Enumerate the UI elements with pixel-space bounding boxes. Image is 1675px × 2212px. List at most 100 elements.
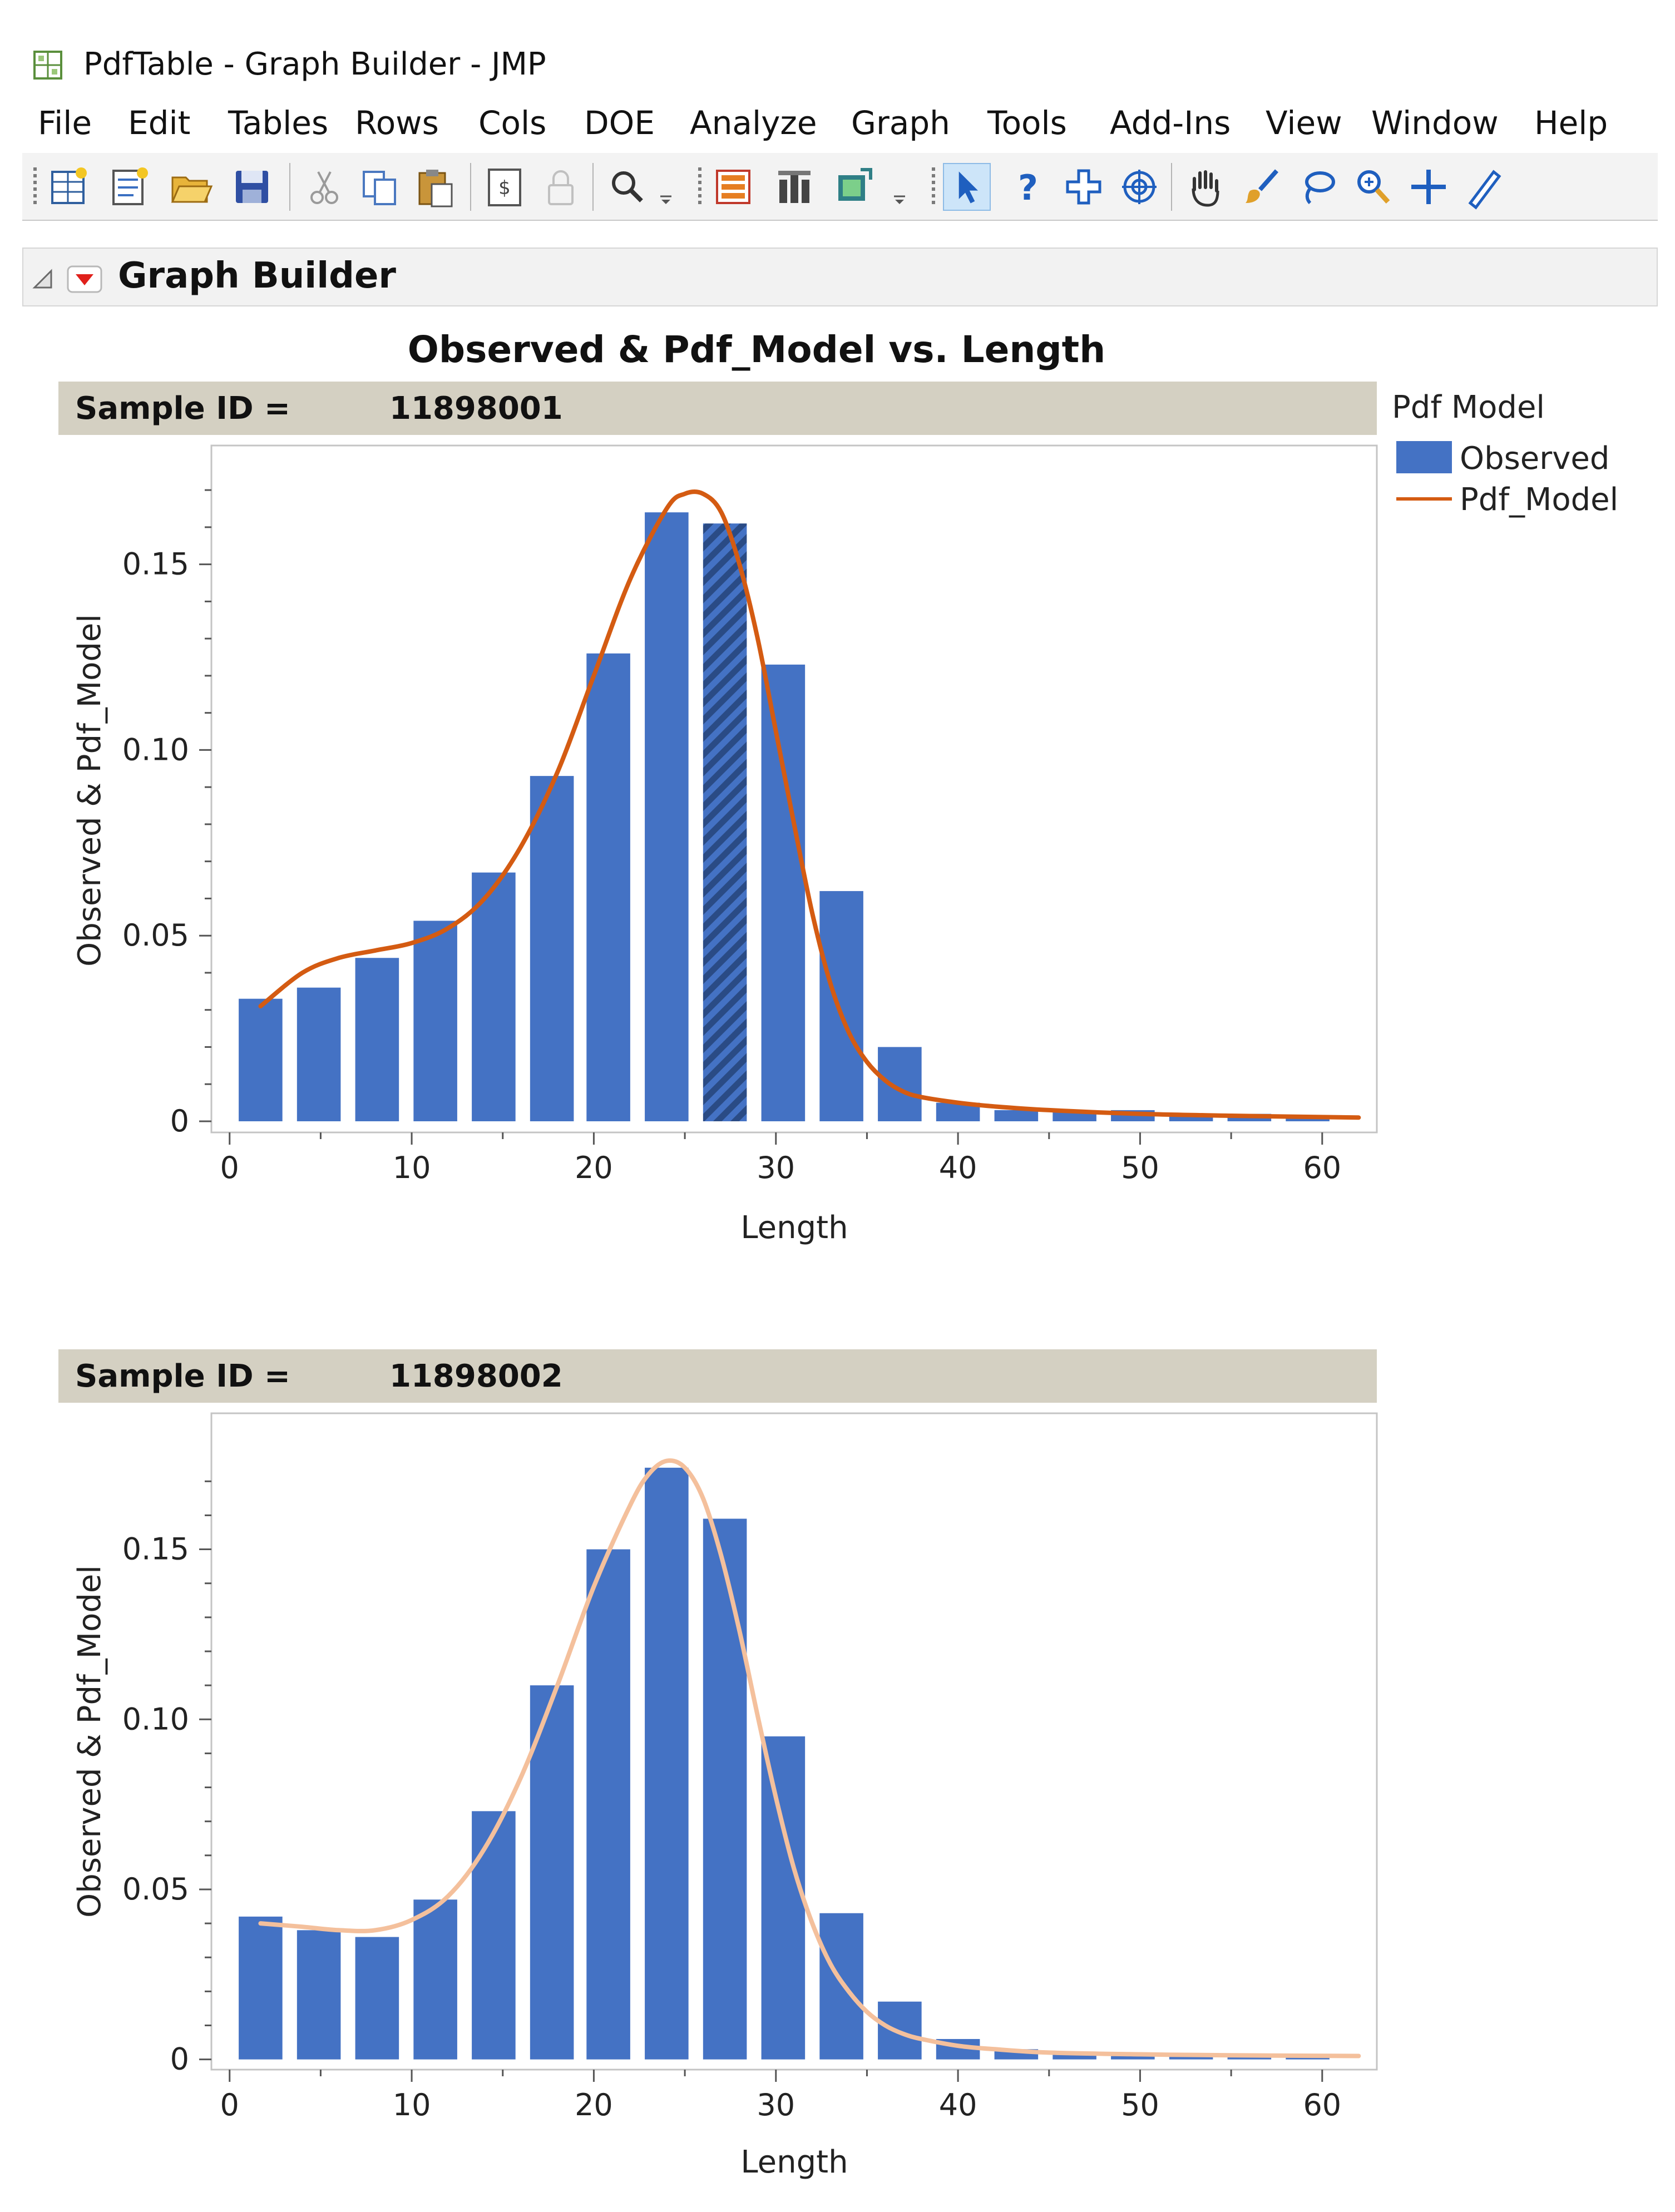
chart-title: Observed & Pdf_Model vs. Length [408,328,1105,371]
observed-bar[interactable] [761,1736,806,2060]
menu-doe[interactable]: DOE [584,104,655,142]
observed-bar[interactable] [819,891,863,1121]
observed-bar[interactable] [239,1916,283,2060]
observed-bar[interactable] [472,872,516,1121]
legend-observed-label[interactable]: Observed [1460,441,1609,477]
observed-bar[interactable] [1169,2056,1213,2060]
observed-bar[interactable] [645,1467,689,2060]
x-tick-label: 50 [1121,1150,1159,1185]
arrow-tool-icon[interactable] [943,163,991,211]
observed-bar[interactable] [586,1549,630,2060]
paste-icon[interactable] [412,163,459,211]
toolbar-grip[interactable] [33,167,37,206]
lasso-tool-icon[interactable] [1293,163,1341,211]
graph-builder-chart[interactable]: Observed & Pdf_Model vs. Length Sample I… [22,306,1658,2200]
toolbar-grip[interactable] [698,167,701,206]
menu-add-ins[interactable]: Add-Ins [1110,104,1231,142]
menu-help[interactable]: Help [1534,104,1608,142]
panel-1-pdf-model-line[interactable] [258,489,1361,1120]
distribution-icon[interactable] [770,163,818,211]
menu-tools[interactable]: Tools [987,104,1067,142]
menu-rows[interactable]: Rows [355,104,439,142]
menu-graph[interactable]: Graph [851,104,950,142]
legend-pdf-model-label[interactable]: Pdf_Model [1460,482,1618,518]
y-tick-label: 0.05 [122,1872,189,1907]
x-tick-label: 0 [220,2087,239,2122]
new-script-icon[interactable] [106,163,154,211]
toolbar-grip[interactable] [932,167,935,206]
menu-cols[interactable]: Cols [478,104,547,142]
observed-bar-highlighted[interactable] [703,523,747,1121]
observed-bar[interactable] [761,664,806,1121]
new-data-table-icon[interactable] [45,163,92,211]
observed-bar[interactable] [703,1518,747,2060]
panel-2: Sample ID = 11898002 0 10 20 30 40 50 60 0 0.05… [58,1349,1378,2180]
magnifier-tool-icon[interactable] [1349,163,1397,211]
cut-icon[interactable] [300,163,348,211]
observed-bar[interactable] [645,512,689,1121]
observed-bar[interactable] [1227,2056,1272,2060]
panel-1-header [58,382,1377,435]
menu-edit[interactable]: Edit [128,104,191,142]
graph-dropdown-icon[interactable] [882,163,930,211]
observed-bar[interactable] [530,1685,574,2060]
x-tick-label: 20 [575,2087,613,2122]
help-tool-icon[interactable]: ? [1004,163,1052,211]
selection-tool-icon[interactable] [1060,163,1108,211]
menu-view[interactable]: View [1266,104,1342,142]
x-tick-label: 50 [1121,2087,1159,2122]
graph-builder-icon[interactable] [832,163,880,211]
save-icon[interactable] [228,163,276,211]
panel-2-ticks [199,1480,1323,2082]
disclosure-triangle-icon[interactable] [31,268,55,291]
observed-bar[interactable] [530,776,574,1121]
toolbar-separator [470,163,471,211]
red-triangle-menu-icon[interactable] [67,265,102,293]
data-table-icon[interactable] [709,163,757,211]
observed-bar[interactable] [586,653,630,1121]
lock-icon[interactable] [537,163,585,211]
search-icon[interactable] [604,163,651,211]
brush-tool-icon[interactable] [1238,163,1286,211]
x-tick-label: 30 [757,1150,795,1185]
observed-bar[interactable] [878,1047,922,1121]
observed-bar[interactable] [413,921,457,1121]
observed-bar[interactable] [1286,1117,1330,1121]
crosshair-tool-icon[interactable] [1115,163,1163,211]
panel-1-bars[interactable] [239,512,1330,1121]
menu-window[interactable]: Window [1371,104,1499,142]
observed-bar[interactable] [297,1930,341,2060]
copy-icon[interactable] [356,163,404,211]
open-icon[interactable] [167,163,215,211]
legend[interactable]: Pdf Model Observed Pdf_Model [1392,389,1618,518]
observed-bar[interactable] [413,1899,457,2060]
svg-text:?: ? [1018,167,1038,208]
observed-bar[interactable] [994,1110,1039,1121]
graph-builder-outline-header: Graph Builder [22,248,1658,306]
hand-tool-icon[interactable] [1182,163,1230,211]
observed-bar[interactable] [355,1937,399,2060]
menu-analyze[interactable]: Analyze [690,104,817,142]
graph-builder-title: Graph Builder [118,255,396,296]
observed-bar[interactable] [297,987,341,1121]
observed-bar[interactable] [355,958,399,1121]
title-bar: PdfTable - Graph Builder - JMP [22,31,1658,97]
y-tick-label: 0.15 [122,1532,189,1567]
panel-2-pdf-model-line[interactable] [258,1458,1361,2058]
menu-file[interactable]: File [38,104,92,142]
y-tick-label: 0 [170,1103,189,1139]
line-tool-icon[interactable] [1460,163,1508,211]
panel-2-bars[interactable] [239,1467,1330,2060]
panel-1-x-tick-labels: 0 10 20 30 40 50 60 [220,1150,1342,1185]
journal-icon[interactable]: $ [481,163,529,211]
search-dropdown-icon[interactable] [648,163,696,211]
observed-bar[interactable] [239,998,283,1121]
x-tick-label: 40 [939,2087,977,2122]
jmp-app-icon [33,51,62,80]
menu-tables[interactable]: Tables [228,104,329,142]
observed-bar[interactable] [819,1913,863,2060]
panel-2-x-axis-label: Length [740,2144,848,2180]
annotate-tool-icon[interactable] [1405,163,1452,211]
observed-bar[interactable] [472,1811,516,2060]
panel-2-label: Sample ID = [75,1358,290,1394]
